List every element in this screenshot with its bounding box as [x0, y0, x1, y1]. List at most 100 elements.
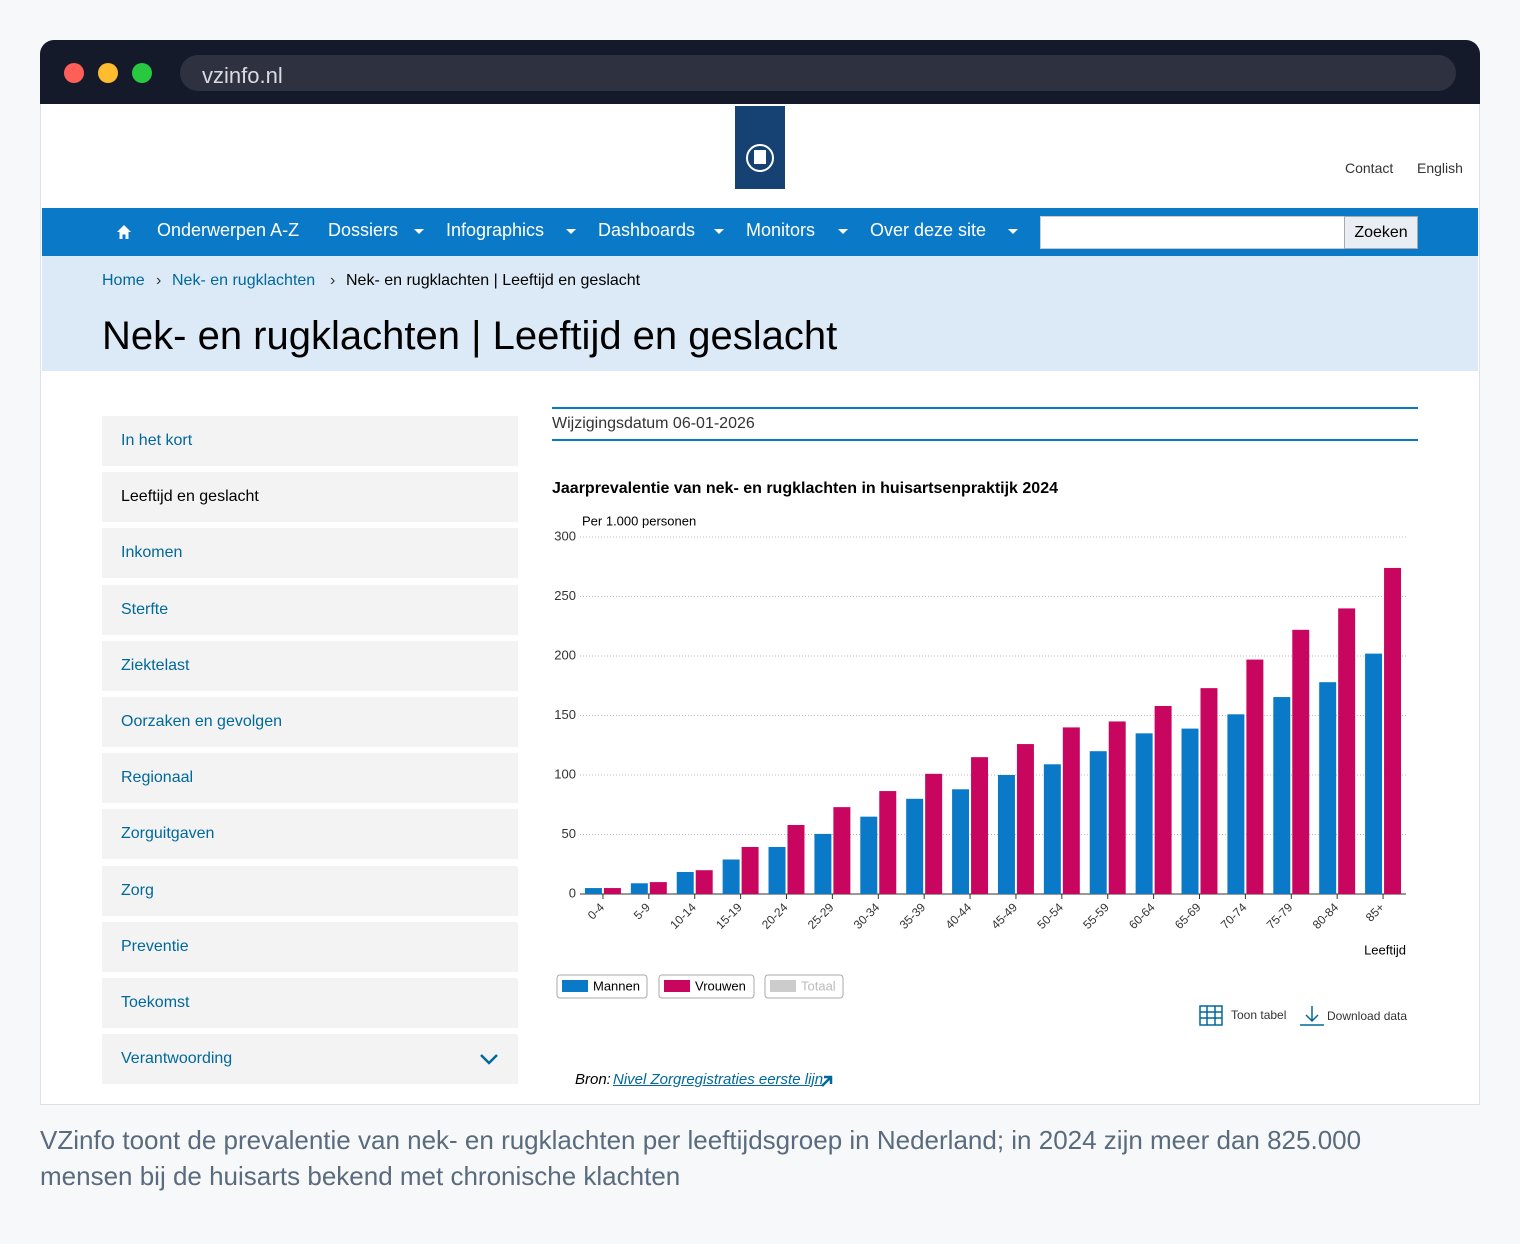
bar: [630, 883, 648, 894]
sidebar-label: Preventie: [121, 937, 189, 955]
sidebar-item[interactable]: Verantwoording: [102, 1034, 518, 1085]
sidebar-item[interactable]: Zorg: [102, 865, 518, 916]
url: vzinfo.nl: [202, 63, 283, 88]
x-tick-label: 70-74: [1218, 900, 1250, 932]
nav-item[interactable]: Monitors: [746, 220, 816, 240]
bar: [649, 882, 667, 894]
x-tick-label: 5-9: [631, 900, 653, 922]
bar: [695, 870, 713, 894]
table-icon[interactable]: [1198, 1004, 1224, 1028]
legend-label: Vrouwen: [695, 978, 746, 993]
bar: [1016, 744, 1034, 894]
bar: [1365, 653, 1383, 894]
x-tick-label: 35-39: [897, 900, 929, 932]
breadcrumb-link[interactable]: Nek- en rugklachten: [172, 272, 316, 289]
x-tick-label: 30-34: [851, 900, 883, 932]
source-label: Bron:: [575, 1071, 611, 1088]
sidebar-item[interactable]: Inkomen: [102, 528, 518, 579]
window-close[interactable]: [64, 63, 84, 83]
y-tick-label: 0: [569, 885, 576, 900]
bar: [1181, 728, 1199, 894]
bar: [833, 807, 851, 894]
sidebar-label: Sterfte: [121, 600, 169, 618]
y-tick-label: 100: [554, 766, 576, 781]
bar: [1062, 727, 1080, 894]
bar: [722, 859, 740, 894]
bar: [952, 789, 970, 894]
sidebar-label: Inkomen: [121, 544, 183, 562]
sidebar-item[interactable]: Leeftijd en geslacht: [102, 472, 518, 523]
nav-carets: [414, 229, 1018, 234]
expand-icon[interactable]: [478, 1050, 500, 1070]
source-link[interactable]: Nivel Zorgregistraties eerste lijn: [613, 1071, 824, 1088]
legend-item[interactable]: Totaal: [764, 974, 844, 999]
legend-swatch: [770, 980, 796, 992]
bar: [925, 773, 943, 894]
y-tick-label: 200: [554, 647, 576, 662]
sidebar-item[interactable]: In het kort: [102, 416, 518, 466]
sidebar-label: Zorg: [121, 881, 154, 899]
breadcrumb-link[interactable]: Home: [102, 272, 145, 289]
bar: [1384, 567, 1402, 894]
x-tick-label: 25-29: [805, 900, 837, 932]
y-tick-label: 150: [554, 707, 576, 722]
x-tick-label: 60-64: [1126, 900, 1158, 932]
address-bar[interactable]: vzinfo.nl: [180, 55, 1456, 91]
modified-box: Wijzigingsdatum 06-01-2026: [552, 407, 1418, 441]
bar: [1135, 733, 1153, 894]
header-link[interactable]: English: [1417, 160, 1463, 176]
bar: [584, 888, 602, 894]
window-minimize[interactable]: [98, 63, 118, 83]
x-tick-label: 40-44: [943, 900, 975, 932]
chart-title: Jaarprevalentie van nek- en rugklachten …: [552, 480, 1058, 497]
bar: [603, 888, 621, 894]
bar: [879, 791, 897, 894]
nav-item[interactable]: Over deze site: [870, 220, 987, 240]
nav-item[interactable]: Infographics: [446, 220, 545, 240]
legend-swatch: [664, 980, 690, 992]
download-icon[interactable]: [1298, 1004, 1326, 1028]
bar: [1089, 751, 1107, 894]
nav-item[interactable]: Dossiers: [328, 220, 399, 240]
legend-item[interactable]: Mannen: [556, 974, 648, 999]
bar: [1292, 629, 1310, 894]
page-header: [42, 256, 1478, 371]
sidebar-label: Verantwoording: [121, 1050, 233, 1068]
chart-action[interactable]: Toon tabel: [1231, 1008, 1287, 1022]
search-button[interactable]: Zoeken: [1344, 216, 1418, 249]
bar: [1273, 697, 1291, 894]
breadcrumb-separator: ›: [156, 272, 162, 289]
home-icon[interactable]: [116, 224, 132, 240]
sidebar-label: Ziektelast: [121, 656, 190, 674]
x-tick-label: 50-54: [1034, 900, 1066, 932]
bar: [997, 775, 1015, 894]
window-maximize[interactable]: [132, 63, 152, 83]
bar: [741, 846, 759, 894]
header-link[interactable]: Contact: [1345, 160, 1394, 176]
breadcrumb-current: Nek- en rugklachten | Leeftijd en geslac…: [346, 272, 641, 289]
page-title: Nek- en rugklachten | Leeftijd en geslac…: [102, 314, 838, 358]
sidebar-item[interactable]: Regionaal: [102, 753, 518, 804]
sidebar-label: In het kort: [121, 432, 193, 449]
logo[interactable]: [735, 106, 785, 189]
bar: [1108, 721, 1126, 894]
chart-action[interactable]: Download data: [1327, 1009, 1408, 1023]
search-input[interactable]: [1040, 216, 1345, 249]
sidebar-item[interactable]: Zorguitgaven: [102, 809, 518, 860]
sidebar-item[interactable]: Oorzaken en gevolgen: [102, 697, 518, 747]
sidebar-item[interactable]: Sterfte: [102, 584, 518, 635]
nav-item[interactable]: Dashboards: [598, 220, 696, 240]
sidebar-item[interactable]: Ziektelast: [102, 640, 518, 691]
sidebar-item[interactable]: Toekomst: [102, 978, 518, 1028]
modified-date: Wijzigingsdatum 06-01-2026: [552, 415, 755, 432]
legend-label: Totaal: [801, 978, 836, 993]
sidebar-item[interactable]: Preventie: [102, 921, 518, 972]
legend-swatch: [562, 980, 588, 992]
x-axis-label: Leeftijd: [1364, 942, 1406, 957]
x-tick-label: 55-59: [1080, 900, 1112, 932]
legend-item[interactable]: Vrouwen: [658, 974, 755, 999]
nav-item[interactable]: Onderwerpen A-Z: [157, 220, 300, 240]
sidebar-label: Regionaal: [121, 769, 194, 787]
x-tick-label: 45-49: [988, 900, 1020, 932]
